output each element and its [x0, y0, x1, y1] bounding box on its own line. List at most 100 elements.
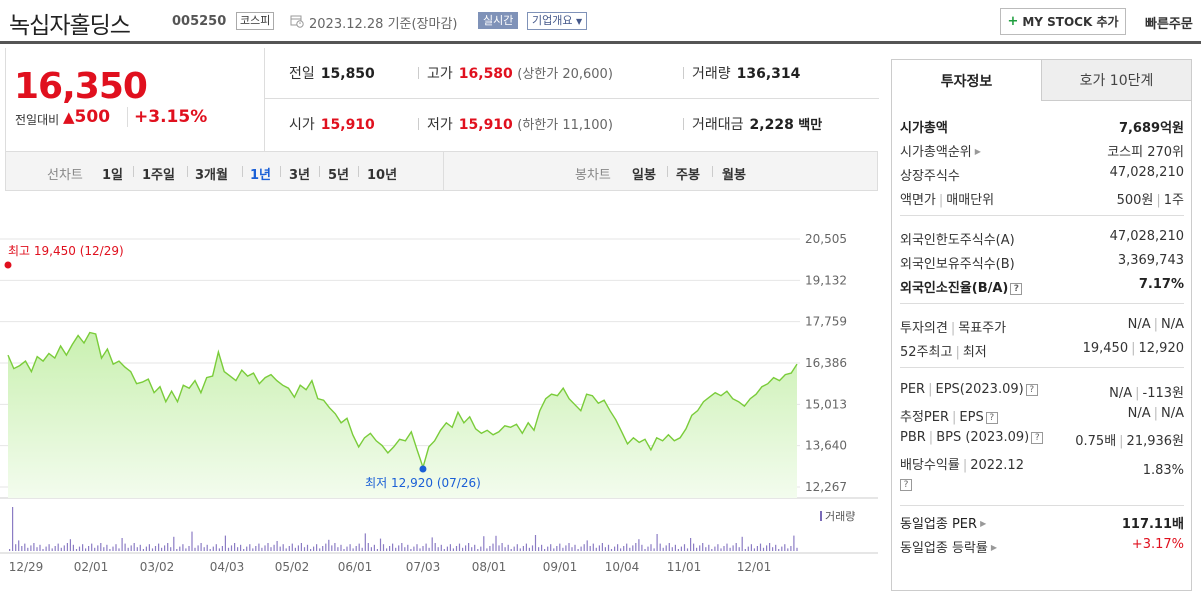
volume-bar — [705, 547, 707, 551]
volume-bar — [468, 543, 470, 551]
quick-order-link[interactable]: 빠른주문 — [1145, 17, 1193, 32]
volume-bar — [674, 544, 676, 551]
change-label: 전일대비 — [15, 113, 60, 127]
volume-bar — [258, 543, 260, 551]
eps-value: -113원 — [1142, 386, 1184, 401]
volume-bar — [419, 548, 421, 551]
volume-bar — [744, 549, 746, 551]
volume-bar — [617, 544, 619, 551]
volume-bar — [781, 546, 783, 551]
period-3y[interactable]: 3년 — [289, 168, 311, 183]
realtime-button[interactable]: 실시간 — [478, 12, 519, 29]
volume-bar — [784, 544, 786, 551]
help-icon[interactable]: ? — [900, 479, 912, 491]
volume-bar — [188, 546, 190, 551]
volume-bar — [255, 546, 257, 551]
candle-monthly[interactable]: 월봉 — [722, 168, 746, 183]
volume-bar — [671, 547, 673, 551]
w52-low-value: 12,920 — [1138, 341, 1185, 356]
volume-bar — [471, 547, 473, 551]
volume-bars — [9, 507, 798, 551]
volume-bar — [261, 547, 263, 551]
volume-bar — [641, 544, 643, 551]
tab-quote-10[interactable]: 호가 10단계 — [1041, 60, 1191, 101]
w52-low-label: 최저 — [962, 345, 987, 360]
volume-bar — [717, 544, 719, 551]
period-10y[interactable]: 10년 — [367, 168, 398, 183]
volume-bar — [343, 549, 345, 551]
volume-bar — [699, 545, 701, 551]
volume-bar — [279, 546, 281, 551]
est-eps-label: EPS — [959, 410, 984, 425]
volume-bar — [167, 543, 169, 551]
price-change: ▲500 — [63, 107, 110, 127]
period-1d[interactable]: 1일 — [102, 168, 124, 183]
volume-bar — [796, 547, 798, 551]
volume-bar — [325, 543, 327, 551]
volume-bar — [422, 546, 424, 551]
period-1y[interactable]: 1년 — [250, 168, 272, 183]
volume-bar — [221, 546, 223, 551]
candle-weekly[interactable]: 주봉 — [676, 168, 700, 183]
period-5y[interactable]: 5년 — [328, 168, 350, 183]
volume-bar — [346, 546, 348, 551]
volume-bar — [18, 540, 20, 551]
volume-bar — [446, 546, 448, 551]
volume-bar — [191, 531, 193, 551]
period-1w[interactable]: 1주일 — [142, 168, 175, 183]
target-label: 목표주가 — [958, 321, 1007, 336]
x-tick-label: 03/02 — [140, 560, 175, 574]
volume-bar — [574, 544, 576, 551]
my-stock-add-button[interactable]: + MY STOCK 추가 — [1000, 8, 1126, 35]
volume-bar — [668, 543, 670, 551]
trade-amount-value: 2,228 — [749, 117, 794, 133]
price-area — [8, 332, 797, 498]
volume-bar — [690, 538, 692, 551]
volume-bar — [206, 544, 208, 551]
volume-bar — [112, 546, 114, 551]
volume-bar — [686, 548, 689, 551]
volume-legend: 거래량 — [825, 510, 855, 523]
volume-bar — [738, 547, 740, 551]
volume-bar — [285, 548, 287, 551]
volume-bar — [677, 549, 679, 551]
help-icon[interactable]: ? — [1010, 283, 1023, 295]
prev-close-value: 15,850 — [320, 66, 375, 82]
par-label: 액면가 — [900, 193, 936, 208]
volume-bar — [398, 545, 400, 551]
tab-invest-info[interactable]: 투자정보 — [892, 60, 1041, 101]
volume-bar — [525, 543, 527, 551]
company-overview-dropdown[interactable]: 기업개요 ▼ — [527, 12, 588, 30]
period-3m[interactable]: 3개월 — [195, 168, 228, 183]
help-icon[interactable]: ? — [985, 412, 998, 424]
volume-bar — [498, 545, 500, 551]
stock-name: 녹십자홀딩스 — [9, 13, 131, 39]
volume-bar — [489, 546, 491, 551]
volume-bar — [337, 547, 339, 551]
candle-daily[interactable]: 일봉 — [632, 168, 656, 183]
opinion-label: 투자의견 — [900, 321, 948, 336]
volume-bar — [571, 547, 573, 551]
calendar-clock-icon — [290, 15, 304, 28]
help-icon[interactable]: ? — [1031, 432, 1044, 444]
volume-bar — [772, 547, 774, 551]
volume-bar — [747, 546, 749, 551]
volume-bar — [194, 547, 196, 551]
volume-bar — [313, 546, 315, 551]
volume-bar — [404, 547, 406, 551]
volume-bar — [680, 546, 682, 551]
volume-bar — [790, 546, 792, 551]
volume-bar — [732, 545, 734, 551]
per-label: PER — [900, 382, 926, 397]
volume-bar — [458, 543, 461, 551]
volume-bar — [410, 549, 412, 551]
par-value: 500원 — [1116, 193, 1154, 208]
volume-bar — [45, 546, 47, 551]
chart-period-bar: 선차트 1일 1주일 3개월 1년 3년 5년 10년 봉차트 일봉 주봉 월봉 — [5, 151, 878, 191]
volume-bar — [762, 547, 765, 551]
price-summary: 16,350 전일대비 ▲500 +3.15% — [5, 48, 264, 151]
help-icon[interactable]: ? — [1025, 384, 1038, 396]
volume-bar — [212, 546, 214, 551]
volume-bar — [756, 546, 758, 551]
volume-bar — [297, 545, 299, 551]
